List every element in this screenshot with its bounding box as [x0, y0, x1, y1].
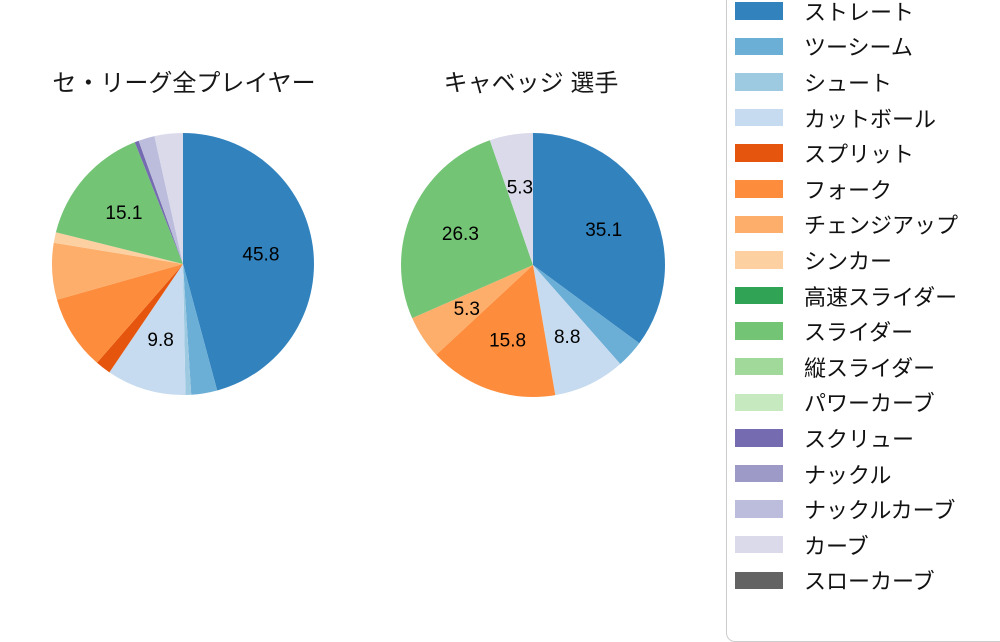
legend-item-高速スライダー: 高速スライダー — [735, 278, 1000, 314]
legend-item-縦スライダー: 縦スライダー — [735, 349, 1000, 385]
pie-percent-label-チェンジアップ: 5.3 — [454, 299, 480, 320]
legend-swatch-icon — [735, 144, 783, 162]
legend-item-カーブ: カーブ — [735, 527, 1000, 563]
legend-swatch-icon — [735, 73, 783, 91]
legend-item-シンカー: シンカー — [735, 242, 1000, 278]
legend-swatch-icon — [735, 500, 783, 518]
pie-slice-ストレート — [533, 133, 666, 344]
legend-swatch-icon — [735, 571, 783, 590]
legend-label: スプリット — [804, 142, 915, 168]
pie-slice-スライダー — [401, 140, 533, 319]
legend-swatch-icon — [735, 357, 783, 376]
legend-swatch-icon — [735, 2, 783, 20]
legend-item-カットボール: カットボール — [735, 100, 1000, 136]
pie-slice-カットボール — [533, 265, 621, 396]
pie-percent-label-ストレート: 35.1 — [585, 220, 622, 241]
pie-slice-シンカー — [53, 232, 184, 264]
pie-slice-フォーク — [436, 265, 556, 398]
legend-label: 縦スライダー — [804, 355, 936, 381]
legend-swatch-icon — [735, 535, 783, 554]
pie-slice-スライダー — [55, 142, 183, 264]
pie-chart-league: 45.8 9.8 15.1 — [51, 133, 314, 396]
legend-label: カットボール — [804, 106, 937, 132]
legend-swatch-icon — [735, 251, 783, 269]
legend-label: 高速スライダー — [804, 284, 958, 310]
legend-swatch-icon — [735, 215, 783, 234]
legend-item-ナックル: ナックル — [735, 456, 1000, 492]
legend-item-スローカーブ: スローカーブ — [735, 563, 1000, 599]
legend-swatch-icon — [735, 180, 783, 198]
pie-percent-label-ストレート: 45.8 — [242, 244, 279, 265]
legend-item-スクリュー: スクリュー — [735, 420, 1000, 456]
legend-item-スライダー: スライダー — [735, 313, 1000, 349]
legend-item-チェンジアップ: チェンジアップ — [735, 207, 1000, 243]
pie-slice-スプリット — [96, 264, 183, 373]
pie-percent-label-スライダー: 26.3 — [442, 224, 479, 245]
pie-slice-ストレート — [183, 133, 314, 391]
pie-slice-ナックルカーブ — [138, 136, 183, 264]
legend-label: パワーカーブ — [804, 391, 935, 417]
pie-chart-player: 35.1 8.8 15.8 5.3 26.3 5.3 — [401, 133, 666, 398]
pie-slice-カットボール — [109, 264, 186, 396]
pie-percent-label-カットボール: 8.8 — [554, 327, 580, 348]
legend-item-スプリット: スプリット — [735, 135, 1000, 171]
pitch-type-comparison-figure: セ・リーグ全プレイヤー キャベッジ 選手 45.8 9.8 15.1 35.1 8.8… — [51, 0, 1000, 642]
legend-label: ナックル — [804, 462, 892, 488]
legend-swatch-icon — [735, 322, 783, 340]
pie-percent-label-スライダー: 15.1 — [105, 203, 142, 224]
pie-slice-チェンジアップ — [51, 242, 184, 300]
legend-item-パワーカーブ: パワーカーブ — [735, 385, 1000, 421]
pitch-type-legend: ストレートツーシームシュートカットボール スプリットフォークチェンジアップ シンカー… — [726, 0, 1000, 642]
legend-swatch-icon — [735, 464, 783, 483]
legend-swatch-icon — [735, 286, 783, 305]
legend-label: チェンジアップ — [804, 213, 959, 239]
legend-swatch-icon — [735, 108, 783, 127]
legend-swatch-icon — [735, 37, 783, 56]
legend-label: シンカー — [804, 248, 893, 274]
legend-item-ツーシーム: ツーシーム — [735, 29, 1000, 65]
pie-slice-ツーシーム — [533, 265, 640, 365]
pie-slice-チェンジアップ — [412, 265, 533, 355]
pie-slice-フォーク — [56, 264, 183, 363]
legend-swatch-icon — [735, 393, 783, 412]
legend-label: シュート — [804, 70, 893, 96]
chart-title-player: キャベッジ 選手 — [443, 70, 619, 97]
pie-slice-スクリュー — [134, 140, 183, 264]
legend-label: スライダー — [804, 320, 914, 346]
pie-percent-label-カーブ: 5.3 — [507, 178, 533, 199]
legend-label: カーブ — [804, 533, 869, 559]
chart-title-league: セ・リーグ全プレイヤー — [52, 70, 316, 97]
legend-label: ストレート — [804, 0, 915, 25]
pie-percent-label-カットボール: 9.8 — [147, 330, 173, 351]
pie-slice-シュート — [183, 264, 192, 395]
legend-swatch-icon — [735, 429, 783, 447]
legend-label: スクリュー — [804, 426, 915, 452]
pie-slice-ツーシーム — [183, 264, 218, 395]
legend-item-フォーク: フォーク — [735, 171, 1000, 207]
legend-label: ナックルカーブ — [804, 498, 956, 524]
legend-item-ナックルカーブ: ナックルカーブ — [735, 491, 1000, 527]
pie-slice-カーブ — [154, 133, 183, 264]
pie-slice-カーブ — [489, 133, 533, 265]
legend-item-シュート: シュート — [735, 64, 1000, 100]
legend-label: ツーシーム — [804, 35, 913, 61]
pie-percent-label-フォーク: 15.8 — [489, 331, 526, 352]
legend-label: スローカーブ — [804, 569, 935, 595]
legend-item-ストレート: ストレート — [735, 0, 1000, 29]
legend-label: フォーク — [804, 177, 893, 203]
